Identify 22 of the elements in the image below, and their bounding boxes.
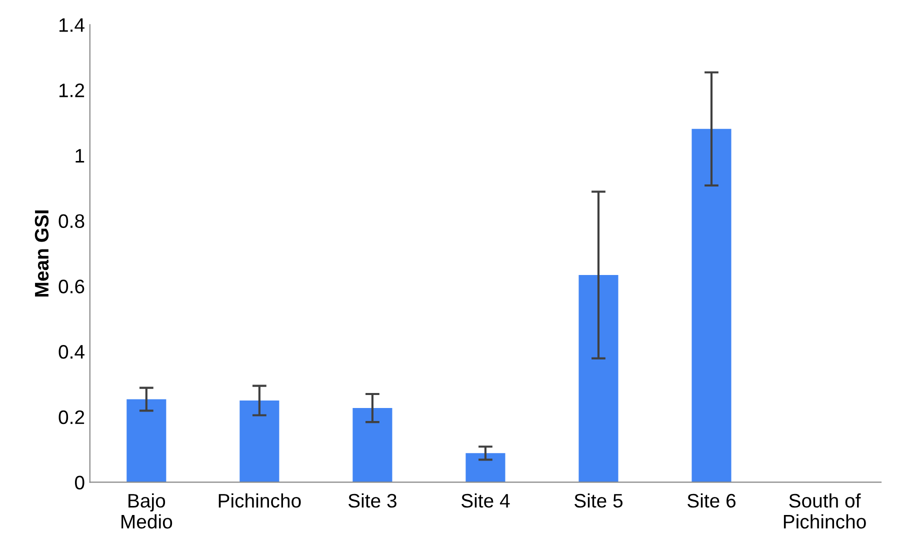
bar <box>240 400 280 482</box>
y-axis-title: Mean GSI <box>34 210 49 296</box>
x-tick-label: South of Pichincho <box>784 493 866 529</box>
y-tick-label: 0.6 <box>58 280 84 294</box>
x-tick-label: Bajo Medio <box>122 493 172 529</box>
y-tick-label: 0.2 <box>58 410 84 424</box>
y-tick-label: 0.4 <box>58 344 84 359</box>
bar <box>126 399 166 482</box>
x-tick-label: Pichincho <box>218 493 301 508</box>
y-tick-label: 0 <box>74 476 84 490</box>
bar <box>692 128 732 482</box>
y-tick-label: 1.4 <box>59 18 84 32</box>
x-tick-label: Site 4 <box>461 493 510 508</box>
x-tick-label: Site 3 <box>348 493 396 508</box>
y-tick-label: 0.8 <box>58 214 84 228</box>
bar <box>352 408 392 482</box>
y-tick-label: 1.2 <box>59 83 84 98</box>
x-tick-label: Site 5 <box>574 493 623 508</box>
bar <box>578 275 618 482</box>
bar <box>466 453 506 482</box>
y-tick-label: 1 <box>76 149 84 162</box>
x-tick-label: Site 6 <box>688 493 736 508</box>
